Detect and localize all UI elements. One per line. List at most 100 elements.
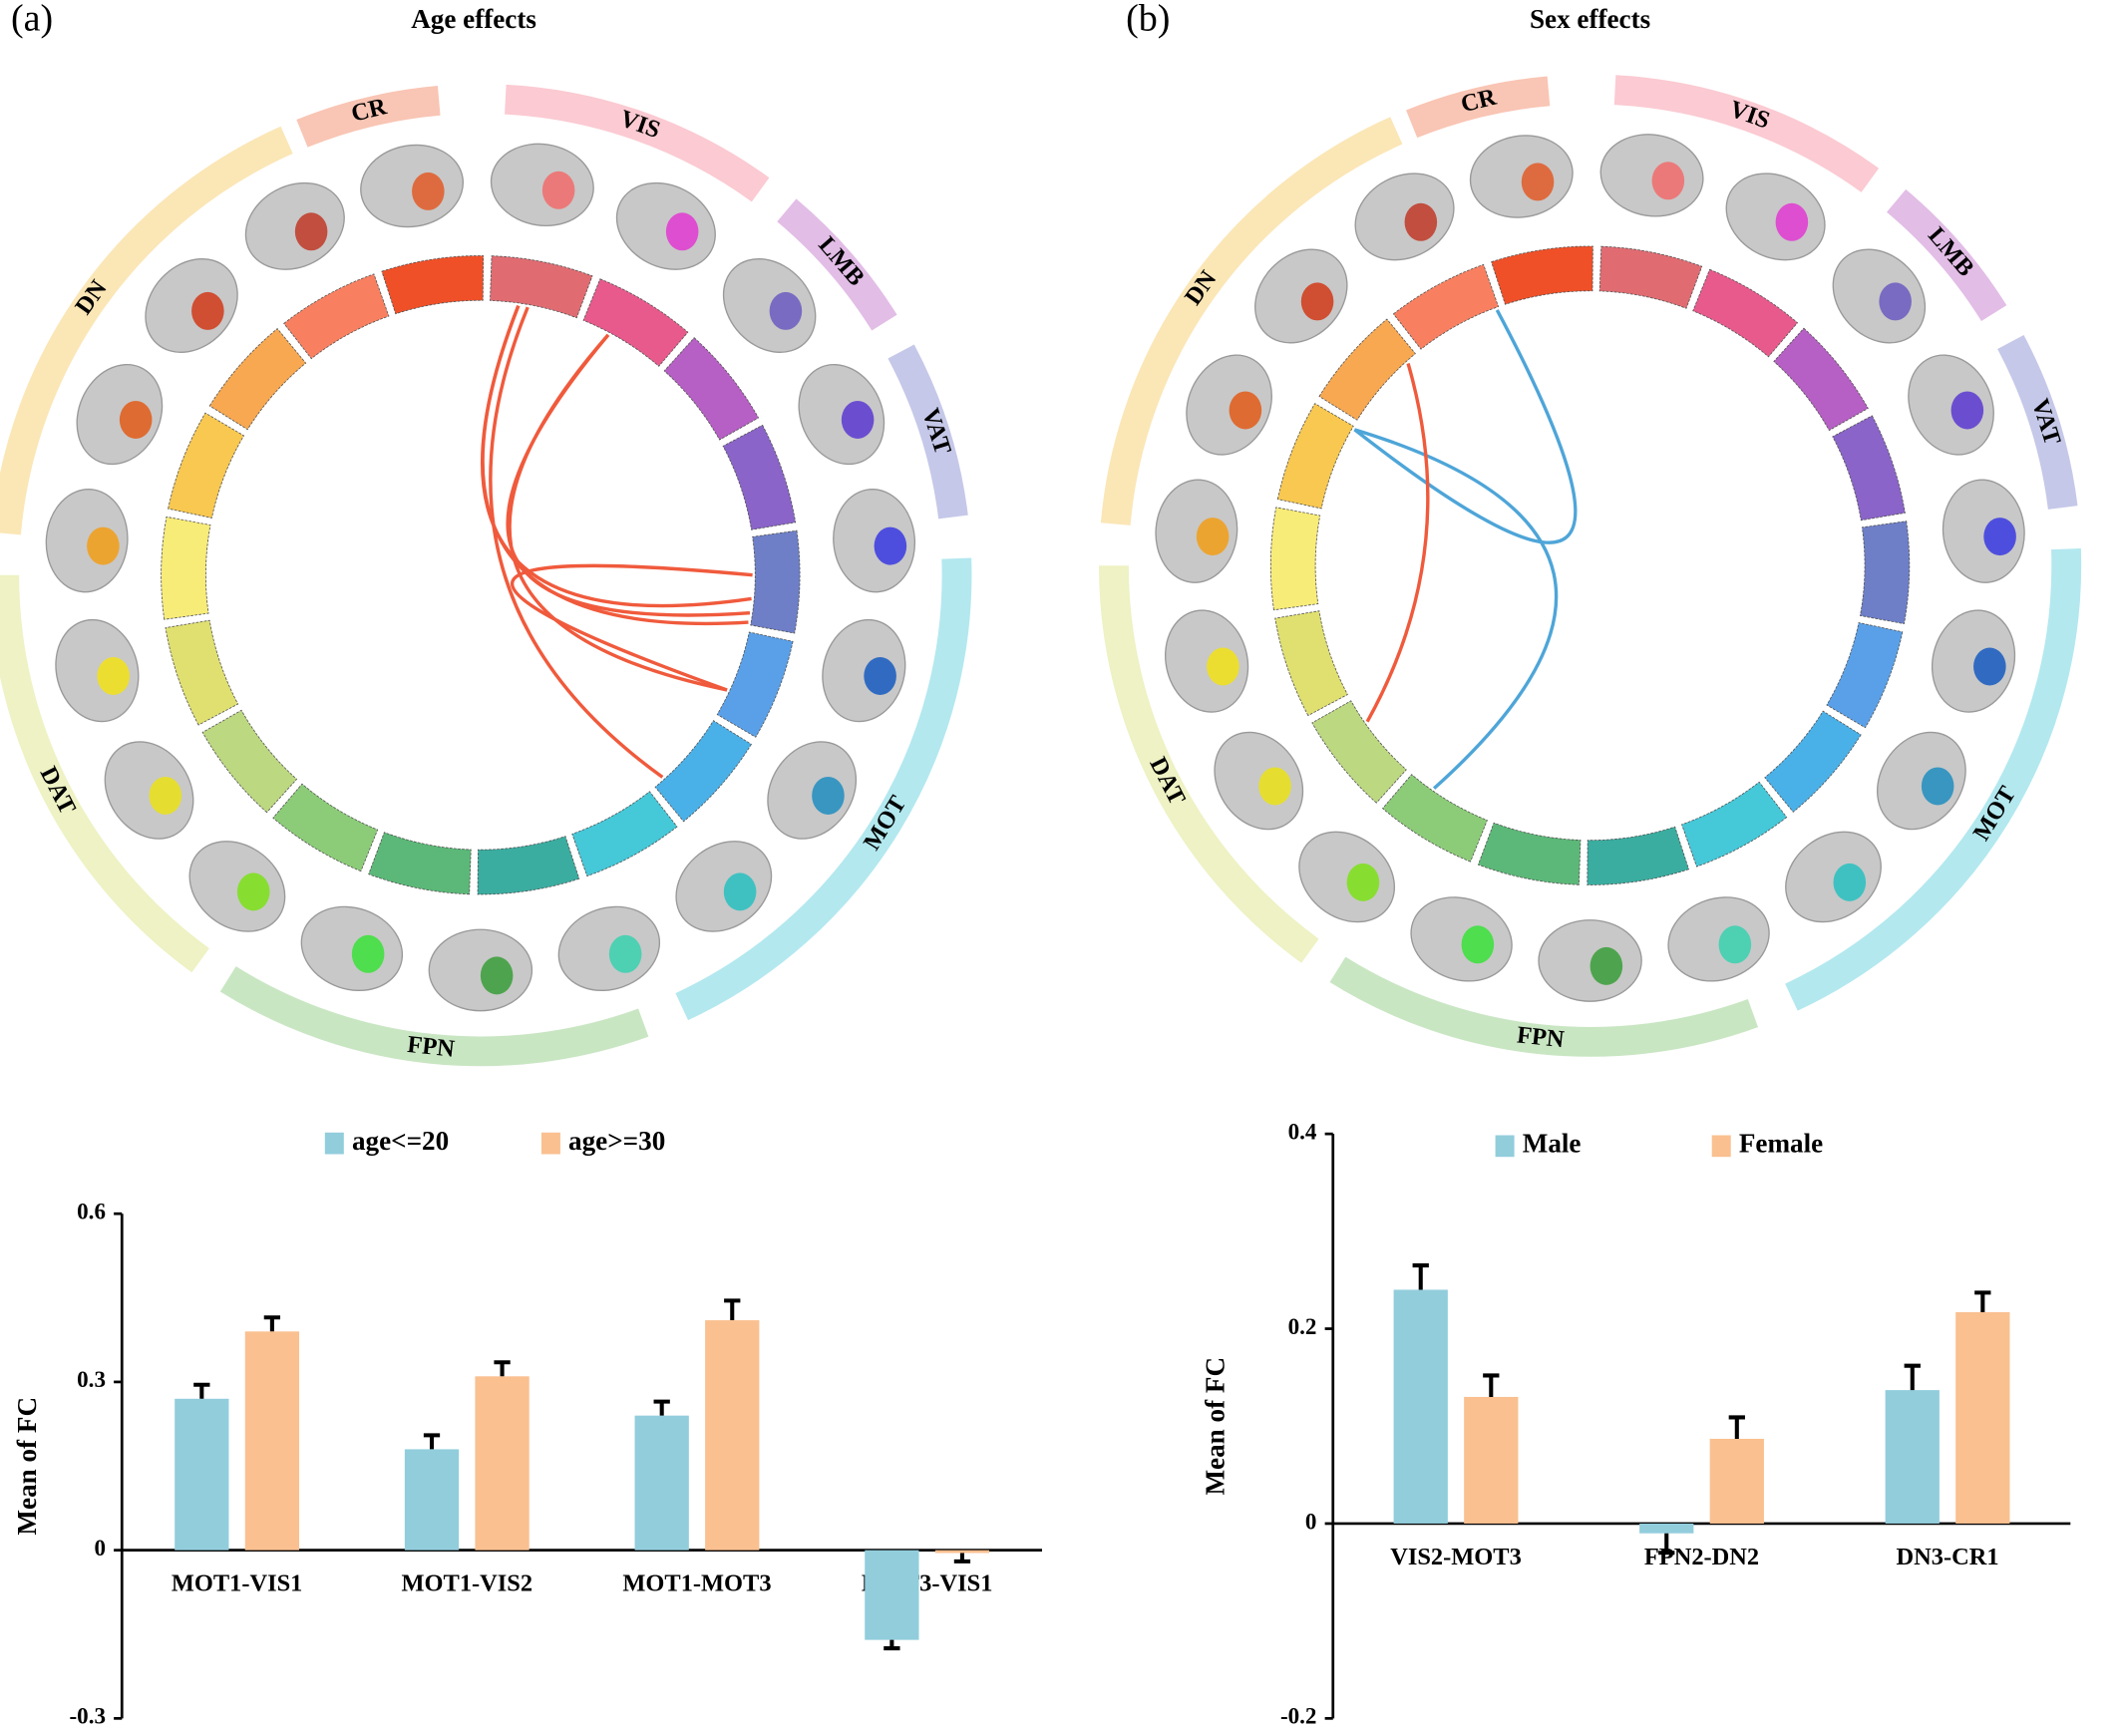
legend-swatch (324, 1132, 344, 1155)
connection (1365, 363, 1430, 723)
network-segment (283, 273, 390, 360)
brain-region (608, 934, 642, 973)
network-label: VAT (916, 405, 956, 458)
network-segment (161, 516, 211, 620)
brain-surface (1469, 135, 1574, 218)
brain-region (1590, 946, 1623, 985)
network-arc (296, 86, 441, 148)
network-segment (368, 832, 472, 895)
brain-region (1833, 863, 1867, 901)
network-segment (1311, 700, 1407, 804)
network-arc (505, 84, 770, 202)
network-arc (1098, 565, 1319, 963)
brain-surface (1165, 609, 1249, 713)
network-segment (1382, 774, 1488, 863)
network-segment (750, 529, 801, 634)
x-tick-label: FPN2-DN2 (1644, 1544, 1759, 1570)
bar (175, 1398, 229, 1551)
network-segment (272, 783, 379, 872)
brain-region (119, 400, 153, 439)
error-bar (884, 1639, 900, 1651)
network-segment (208, 328, 307, 431)
brain-surface (1785, 831, 1882, 923)
brain-surface (1186, 354, 1272, 456)
brain-surface (490, 143, 594, 227)
brain-region (412, 172, 445, 210)
x-tick-label: MOT1-VIS1 (172, 1570, 303, 1597)
brain-surface (104, 741, 194, 840)
connection (511, 563, 753, 692)
brain-region (1207, 647, 1239, 686)
brain-region (541, 171, 575, 209)
error-bar (1728, 1415, 1745, 1439)
network-segment (1477, 822, 1582, 885)
panel-title: Sex effects (1530, 4, 1650, 34)
connection (508, 333, 728, 692)
brain-region (1404, 202, 1438, 241)
brain-surface (675, 841, 773, 932)
brain-surface (1155, 479, 1238, 583)
brain-region (1651, 162, 1685, 200)
panel-title: Age effects (411, 4, 536, 34)
brain-region (874, 526, 907, 565)
brain-region (1983, 518, 2016, 556)
bar (475, 1376, 530, 1551)
brain-region (665, 212, 699, 251)
bar (1709, 1438, 1764, 1524)
brain-region (769, 291, 803, 330)
legend-swatch (1711, 1135, 1731, 1158)
brain-surface (767, 741, 858, 840)
brain-surface (300, 905, 404, 992)
y-tick-label: 0 (1305, 1508, 1317, 1534)
brain-region (864, 657, 896, 695)
network-segment (1764, 710, 1862, 813)
x-tick-label: MOT1-VIS2 (402, 1570, 533, 1597)
bar (1464, 1396, 1519, 1524)
brain-surface (1877, 731, 1966, 831)
network-segment (168, 412, 245, 519)
network-segment (490, 255, 593, 319)
brain-region (1879, 282, 1912, 321)
brain-region (812, 776, 845, 815)
network-arc (1406, 76, 1551, 139)
network-arc (0, 574, 209, 973)
network-segment (654, 720, 753, 823)
error-bar (494, 1360, 511, 1377)
network-segment (1318, 318, 1416, 421)
bar (934, 1550, 990, 1554)
brain-region (1196, 518, 1230, 556)
network-segment (1859, 521, 1911, 625)
network-label: FPN (406, 1031, 456, 1063)
connection (1353, 428, 1559, 790)
bar (1955, 1311, 2010, 1524)
brain-region (87, 526, 120, 565)
brain-region (841, 400, 875, 439)
error-bar (423, 1433, 441, 1450)
network-segment (1392, 263, 1500, 350)
brain-surface (145, 257, 238, 353)
brain-surface (1298, 831, 1396, 923)
brain-surface (1942, 479, 2025, 583)
bar (634, 1415, 689, 1551)
network-arc (1613, 75, 1880, 192)
y-tick-label: 0.3 (77, 1366, 106, 1392)
network-segment (582, 278, 689, 367)
brain-region (723, 872, 757, 911)
bar (1393, 1289, 1448, 1524)
network-arc (887, 344, 968, 520)
x-tick-label: VIS2-MOT3 (1390, 1544, 1522, 1570)
error-bar (724, 1298, 741, 1321)
brain-surface (360, 144, 465, 228)
network-arc (1100, 117, 1403, 525)
brain-region (1461, 925, 1495, 964)
brain-surface (615, 181, 716, 270)
y-tick-label: 0.4 (1288, 1118, 1317, 1144)
network-segment (722, 424, 797, 530)
network-arc (675, 557, 972, 1021)
brain-surface (557, 905, 661, 992)
network-segment (1276, 403, 1354, 510)
network-segment (201, 709, 298, 814)
y-tick-label: 0 (94, 1535, 106, 1561)
error-bar (953, 1553, 971, 1563)
